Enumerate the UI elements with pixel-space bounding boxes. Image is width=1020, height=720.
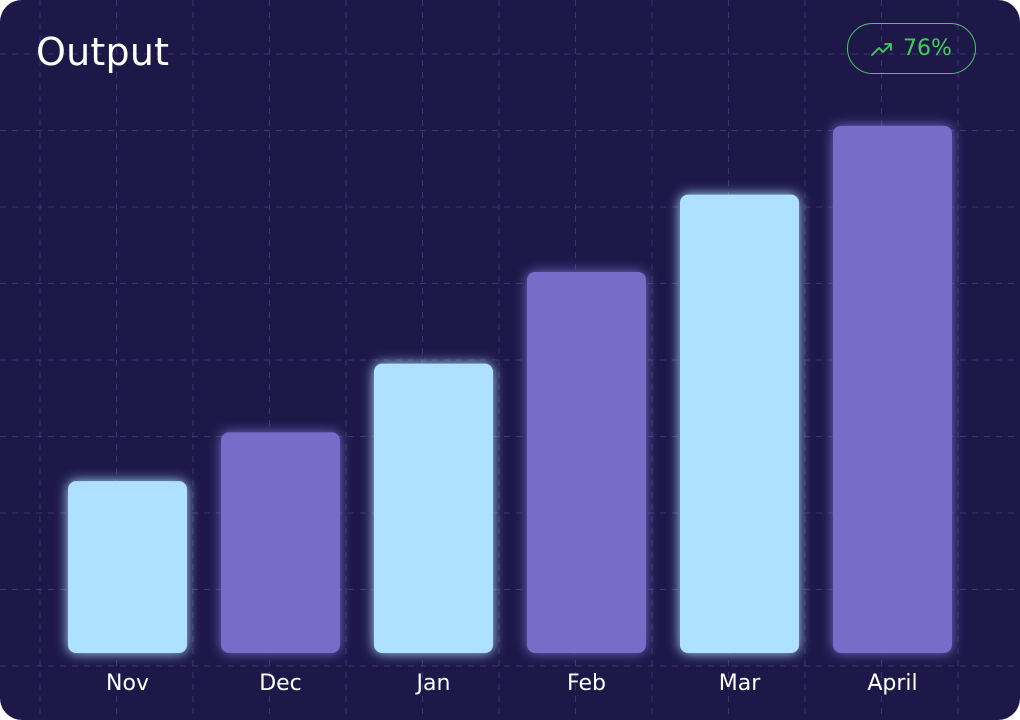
bar-feb bbox=[527, 271, 646, 653]
tick-label-nov: Nov bbox=[106, 671, 149, 696]
bar-april bbox=[833, 125, 952, 654]
growth-value: 76% bbox=[903, 36, 952, 61]
tick-label-dec: Dec bbox=[259, 671, 302, 696]
tick-label-jan: Jan bbox=[415, 671, 451, 696]
card-title: Output bbox=[36, 30, 170, 74]
growth-badge: 76% bbox=[847, 23, 976, 74]
bar-mar bbox=[680, 194, 799, 653]
bar-jan bbox=[374, 363, 493, 653]
tick-label-feb: Feb bbox=[567, 671, 606, 696]
tick-label-mar: Mar bbox=[719, 671, 761, 696]
trending-up-icon bbox=[871, 42, 893, 56]
bar-nov bbox=[68, 481, 187, 653]
bar-dec bbox=[221, 432, 340, 653]
tick-label-april: April bbox=[867, 671, 917, 696]
